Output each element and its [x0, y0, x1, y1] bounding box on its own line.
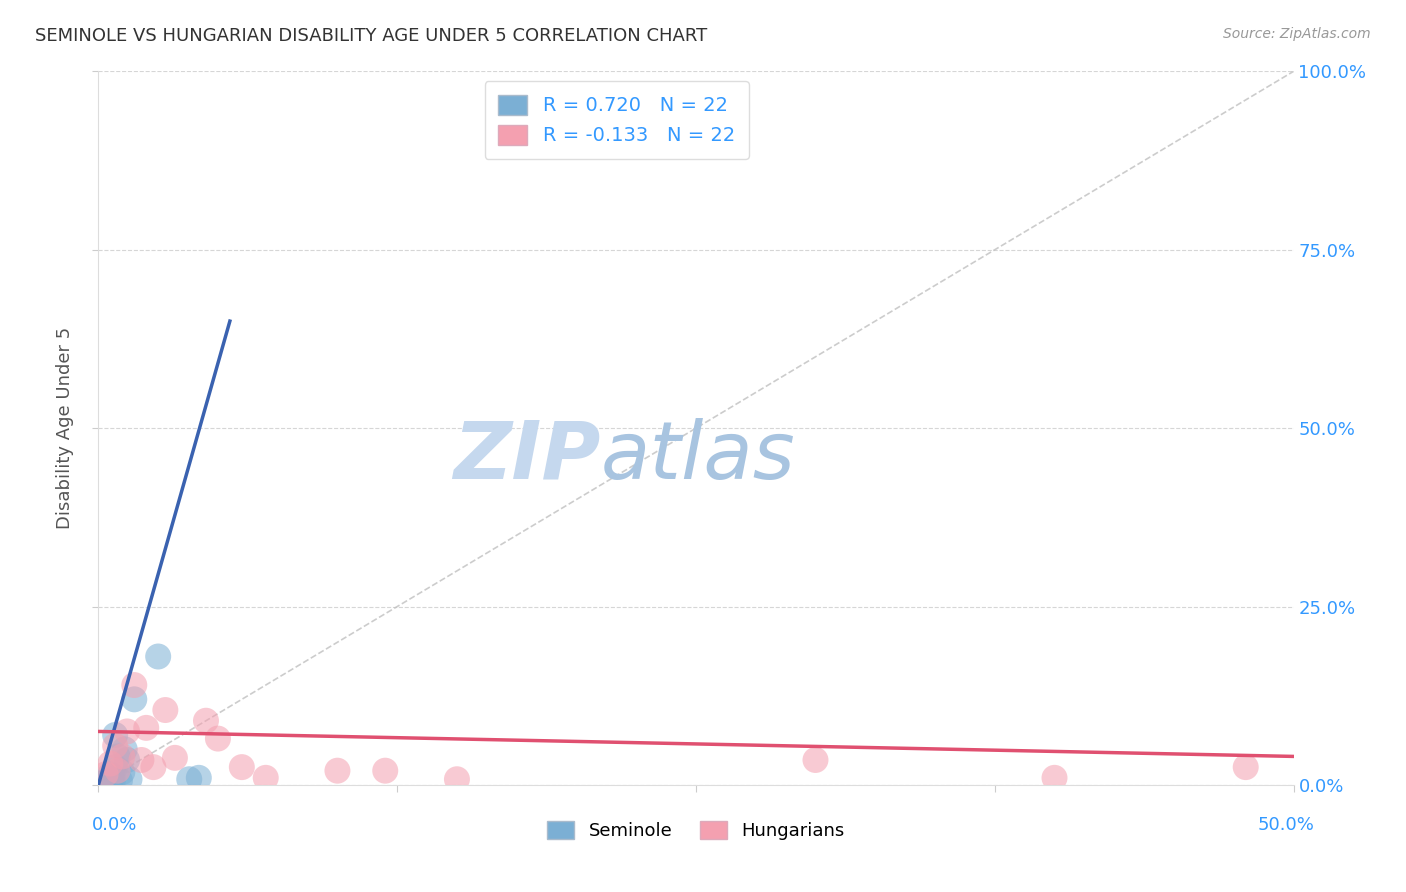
Point [107, 749, 129, 764]
Point [111, 765, 134, 780]
Point [115, 753, 138, 767]
Point [115, 724, 138, 739]
Point [1234, 760, 1257, 774]
Point [108, 773, 131, 788]
Y-axis label: Disability Age Under 5: Disability Age Under 5 [56, 327, 75, 529]
Text: ZIP: ZIP [453, 417, 600, 496]
Point [446, 772, 468, 787]
Point [326, 764, 349, 778]
Point [187, 771, 209, 785]
Point [124, 692, 146, 706]
Text: SEMINOLE VS HUNGARIAN DISABILITY AGE UNDER 5 CORRELATION CHART: SEMINOLE VS HUNGARIAN DISABILITY AGE UND… [35, 27, 707, 45]
Point [148, 649, 170, 664]
Point [207, 731, 229, 746]
Point [135, 721, 157, 735]
Point [1043, 771, 1066, 785]
Point [98, 767, 122, 781]
Point [142, 760, 165, 774]
Legend: Seminole, Hungarians: Seminole, Hungarians [540, 814, 852, 847]
Point [101, 769, 124, 783]
Point [804, 753, 827, 767]
Point [98, 756, 122, 771]
Point [155, 703, 177, 717]
Point [195, 714, 218, 728]
Point [91, 776, 114, 790]
Point [118, 772, 141, 787]
Text: atlas: atlas [600, 417, 796, 496]
Point [94, 774, 117, 789]
Point [254, 771, 277, 785]
Point [179, 772, 201, 787]
Point [104, 739, 127, 753]
Point [231, 760, 253, 774]
Point [124, 678, 146, 692]
Point [163, 751, 186, 765]
Point [104, 728, 127, 742]
Point [94, 767, 117, 781]
Point [104, 760, 127, 774]
Point [374, 764, 396, 778]
Point [131, 753, 153, 767]
Text: 0.0%: 0.0% [91, 816, 136, 834]
Point [97, 775, 120, 789]
Point [98, 772, 122, 787]
Text: Source: ZipAtlas.com: Source: ZipAtlas.com [1223, 27, 1371, 41]
Point [114, 742, 136, 756]
Point [111, 749, 134, 764]
Point [94, 776, 117, 790]
Point [97, 775, 120, 789]
Point [101, 774, 124, 789]
Point [107, 764, 129, 778]
Point [98, 773, 122, 788]
Text: 50.0%: 50.0% [1258, 816, 1315, 834]
